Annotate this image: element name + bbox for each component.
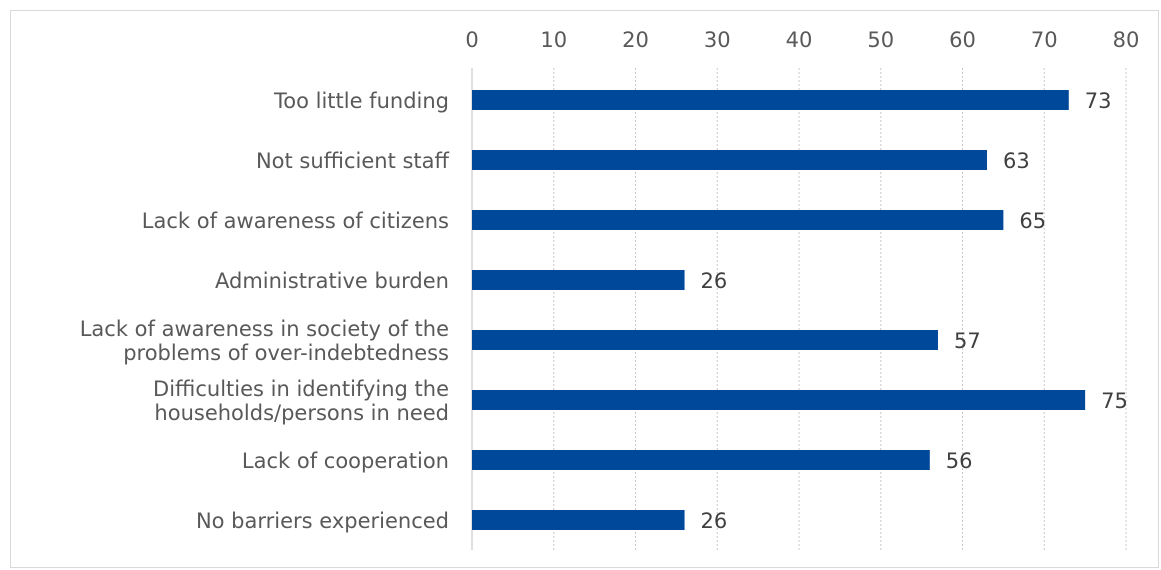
category-label: Lack of cooperation (242, 449, 449, 473)
category-label: Not sufficient staff (256, 149, 450, 173)
data-label: 75 (1101, 389, 1128, 413)
x-tick-label: 10 (540, 28, 567, 52)
data-label: 63 (1003, 149, 1030, 173)
x-tick-label: 70 (1031, 28, 1058, 52)
data-labels: 73 63 65 26 57 75 56 26 (701, 89, 1128, 533)
category-label: Too little funding (273, 89, 449, 113)
x-tick-label: 0 (465, 28, 478, 52)
bar (472, 90, 1069, 110)
category-labels: Too little funding Not sufficient staff La… (80, 89, 450, 533)
bar (472, 390, 1086, 410)
x-tick-label: 30 (704, 28, 731, 52)
x-tick-label: 50 (867, 28, 894, 52)
category-label: Administrative burden (215, 269, 449, 293)
x-tick-label: 80 (1113, 28, 1140, 52)
x-tick-label: 20 (622, 28, 649, 52)
gridlines (471, 68, 1127, 550)
category-label: problems of over-indebtedness (123, 341, 449, 365)
x-tick-label: 40 (786, 28, 813, 52)
bar (472, 210, 1004, 230)
data-label: 26 (701, 269, 728, 293)
category-label: Lack of awareness in society of the (80, 317, 449, 341)
bar (472, 330, 938, 350)
bars (472, 90, 1086, 530)
data-label: 56 (946, 449, 973, 473)
x-axis-ticks: 0 10 20 30 40 50 60 70 80 (465, 28, 1139, 52)
category-label: Difficulties in identifying the (153, 377, 449, 401)
category-label: Lack of awareness of citizens (142, 209, 449, 233)
bar (472, 150, 988, 170)
data-label: 26 (701, 509, 728, 533)
bar (472, 450, 930, 470)
bar (472, 510, 685, 530)
data-label: 73 (1085, 89, 1112, 113)
data-label: 57 (954, 329, 981, 353)
category-label: No barriers experienced (196, 509, 449, 533)
data-label: 65 (1019, 209, 1046, 233)
x-tick-label: 60 (949, 28, 976, 52)
category-label: households/persons in need (154, 401, 449, 425)
bar (472, 270, 685, 290)
